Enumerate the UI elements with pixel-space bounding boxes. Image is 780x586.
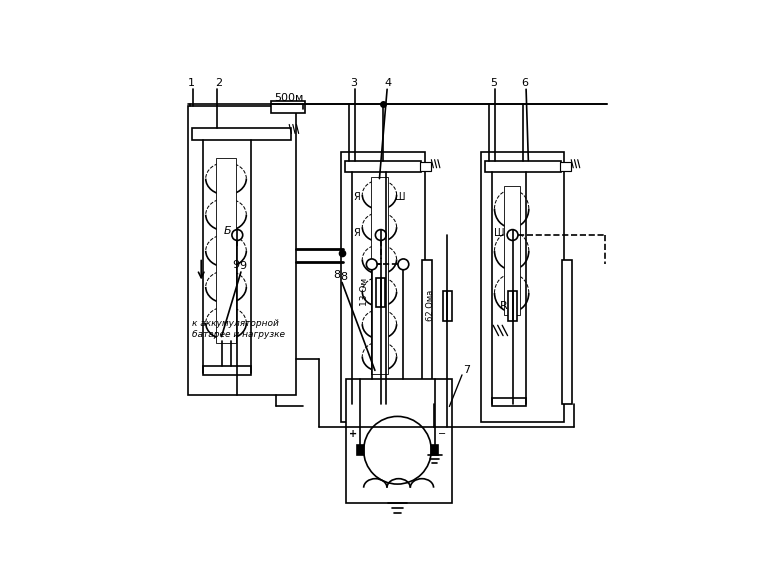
Text: 5: 5 [490,79,497,88]
Text: 9: 9 [239,261,246,271]
Text: 8: 8 [340,272,347,282]
Text: Ш: Ш [495,228,505,238]
Circle shape [398,259,409,270]
Circle shape [363,417,431,484]
Bar [484,161,561,172]
Text: Я: Я [354,228,360,238]
Bar [271,101,305,113]
Circle shape [375,230,386,240]
Bar [504,186,519,315]
Text: R: R [501,301,508,311]
Bar [508,291,517,321]
Text: Я: Я [354,192,360,202]
Text: 1: 1 [188,79,195,88]
Bar [204,366,251,375]
Bar [562,260,572,404]
Text: 2: 2 [215,79,222,88]
Bar [345,161,421,172]
Text: 8: 8 [333,270,340,280]
Text: батарее и нагрузке: батарее и нагрузке [192,330,285,339]
Text: 62 Ома: 62 Ома [426,290,435,322]
Bar [560,162,571,171]
Bar [346,379,452,503]
Bar [431,445,438,455]
Text: 4: 4 [384,79,391,88]
Bar [481,152,565,423]
Bar [192,128,292,140]
Text: 13 Ом: 13 Ом [360,277,369,305]
Text: к аккумуляторной: к аккумуляторной [192,319,279,328]
Text: 3: 3 [350,79,357,88]
Bar [420,162,431,171]
Text: Б: Б [224,226,232,236]
Text: 6: 6 [522,79,529,88]
Text: 9: 9 [232,260,239,270]
Bar [216,158,236,343]
Text: 500м: 500м [275,93,304,103]
Bar [371,177,388,374]
Text: +: + [349,429,357,439]
Bar [353,398,386,407]
Text: 7: 7 [463,365,470,375]
Bar [492,398,526,407]
Bar [376,278,385,307]
Bar [442,291,452,321]
Bar [357,445,363,455]
Circle shape [507,230,518,240]
Bar [422,260,432,404]
Text: −: − [438,429,446,439]
Bar [188,107,296,395]
Text: Ш: Ш [395,192,406,202]
Circle shape [232,230,243,240]
Circle shape [367,259,378,270]
Bar [341,152,424,423]
